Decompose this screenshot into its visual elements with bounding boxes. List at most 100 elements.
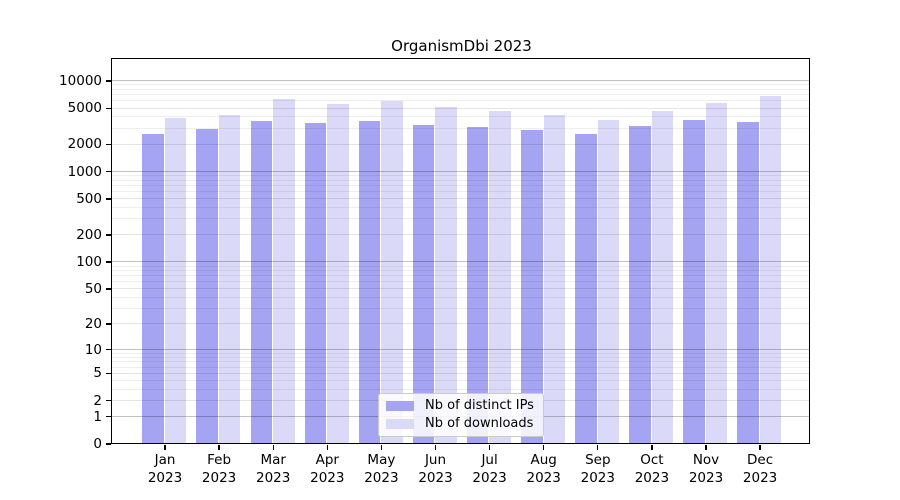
- bar-distinct-ips-aug: [521, 129, 543, 444]
- gridline-minor: [112, 308, 810, 309]
- x-tick-label: Sep 2023: [580, 452, 615, 486]
- bar-distinct-ips-apr: [304, 122, 327, 444]
- gridline-minor: [112, 388, 810, 390]
- x-tick-label: Nov 2023: [688, 452, 724, 486]
- legend-row-distinct-ips: Nb of distinct IPs: [386, 399, 543, 413]
- bar-downloads-feb: [218, 114, 241, 444]
- y-tick-mark: [106, 143, 111, 146]
- legend-swatch-downloads: [386, 418, 414, 430]
- bar-distinct-ips-may: [358, 121, 381, 444]
- x-tick-label: Jan 2023: [147, 452, 183, 486]
- gridline-minor: [112, 179, 810, 181]
- gridline: [112, 348, 810, 350]
- gridline-minor: [112, 265, 810, 267]
- gridline-minor: [112, 185, 810, 187]
- legend-row-downloads: Nb of downloads: [386, 417, 543, 431]
- gridline-minor: [112, 84, 810, 86]
- y-tick-label: 10000: [59, 73, 102, 89]
- gridline: [112, 288, 810, 290]
- y-tick-label: 100: [76, 254, 102, 271]
- x-tick-mark: [380, 445, 383, 450]
- gridline-minor: [112, 270, 810, 272]
- bar-distinct-ips-jul: [466, 127, 489, 444]
- y-tick-label: 50: [84, 281, 102, 297]
- gridline-minor: [112, 366, 810, 368]
- y-tick-mark: [106, 80, 111, 82]
- gridline-minor: [112, 361, 810, 363]
- bar-downloads-aug: [543, 114, 565, 444]
- bar-distinct-ips-sep: [575, 134, 597, 444]
- bar-downloads-dec: [759, 96, 782, 444]
- gridline-minor: [112, 89, 810, 91]
- bar-distinct-ips-oct: [629, 126, 651, 444]
- bar-downloads-may: [381, 100, 403, 444]
- x-tick-label: Dec 2023: [742, 452, 778, 486]
- y-tick-mark: [106, 107, 111, 109]
- y-tick-label: 500: [76, 191, 102, 207]
- y-tick-label: 1000: [67, 163, 102, 180]
- y-tick-mark: [106, 416, 111, 418]
- x-tick-label: Apr 2023: [310, 452, 345, 486]
- gridline: [112, 261, 810, 263]
- y-tick-mark: [106, 443, 111, 445]
- x-tick-mark: [543, 445, 545, 450]
- legend: Nb of distinct IPs Nb of downloads: [378, 393, 544, 437]
- x-tick-mark: [651, 445, 653, 450]
- gridline-minor: [112, 379, 810, 381]
- bar-downloads-nov: [705, 102, 728, 444]
- bar-downloads-jun: [435, 107, 457, 444]
- gridline-minor: [112, 218, 810, 220]
- x-tick-label: Mar 2023: [256, 452, 291, 486]
- y-tick-mark: [106, 372, 111, 375]
- x-tick-mark: [488, 445, 491, 450]
- y-tick-label: 1: [93, 408, 102, 425]
- x-tick-label: Jul 2023: [472, 452, 507, 486]
- x-tick-mark: [597, 445, 599, 450]
- gridline: [112, 234, 810, 236]
- y-tick-mark: [106, 323, 111, 325]
- bar-distinct-ips-jan: [142, 134, 164, 444]
- bar-downloads-oct: [651, 110, 674, 444]
- bar-downloads-apr: [327, 104, 349, 444]
- bar-distinct-ips-feb: [196, 129, 218, 444]
- plot-area: [111, 58, 811, 445]
- bar-distinct-ips-jun: [412, 124, 435, 444]
- gridline: [112, 107, 810, 109]
- gridline: [112, 198, 810, 200]
- y-tick-label: 0: [93, 436, 102, 452]
- bar-downloads-jul: [489, 111, 511, 444]
- y-tick-mark: [106, 171, 111, 173]
- gridline: [112, 171, 810, 172]
- y-tick-label: 2: [93, 392, 102, 409]
- y-tick-mark: [106, 348, 111, 351]
- gridline-minor: [112, 116, 810, 118]
- gridline: [112, 372, 810, 374]
- x-tick-label: Feb 2023: [201, 452, 237, 486]
- y-tick-label: 2000: [67, 136, 102, 153]
- x-tick-mark: [164, 445, 166, 450]
- gridline-minor: [112, 281, 810, 283]
- x-tick-mark: [705, 445, 707, 450]
- gridline-minor: [112, 352, 810, 354]
- x-tick-mark: [326, 445, 328, 450]
- bar-distinct-ips-dec: [737, 121, 759, 444]
- x-tick-mark: [218, 445, 220, 450]
- gridline-minor: [112, 127, 810, 129]
- bar-downloads-sep: [597, 119, 620, 444]
- x-tick-mark: [434, 445, 437, 450]
- gridline: [112, 323, 810, 325]
- y-tick-mark: [106, 261, 111, 263]
- gridline-minor: [112, 175, 810, 177]
- x-tick-label: Aug 2023: [526, 452, 561, 486]
- y-tick-label: 5000: [67, 100, 102, 117]
- legend-label-distinct-ips: Nb of distinct IPs: [425, 398, 534, 413]
- gridline-minor: [112, 296, 810, 298]
- y-tick-mark: [106, 198, 111, 200]
- y-tick-mark: [106, 400, 111, 402]
- x-tick-label: May 2023: [364, 452, 399, 486]
- y-tick-mark: [106, 288, 111, 290]
- gridline-minor: [112, 275, 810, 277]
- y-tick-label: 10: [84, 341, 102, 358]
- bar-downloads-mar: [273, 98, 295, 444]
